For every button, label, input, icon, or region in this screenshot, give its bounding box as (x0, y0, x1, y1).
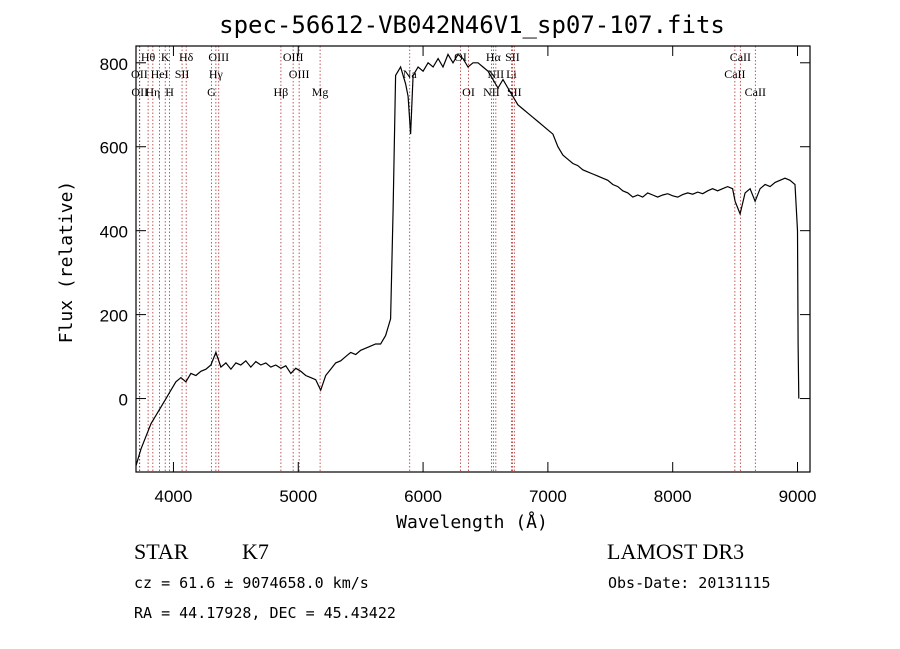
line-marker-label: OIII (283, 50, 304, 64)
x-axis-label: Wavelength (Å) (396, 511, 548, 533)
observation-date: Obs-Date: 20131115 (608, 574, 771, 592)
line-marker-label: K (161, 50, 170, 64)
x-tick-label: 8000 (654, 487, 692, 506)
y-axis-label: Flux (relative) (56, 181, 77, 344)
chart-title: spec-56612-VB042N46V1_sp07-107.fits (219, 11, 725, 39)
line-marker-label: OI (462, 85, 475, 99)
object-subclass: K7 (242, 539, 269, 564)
line-marker-label: Na (403, 67, 418, 81)
line-marker-label: Hη (145, 85, 160, 99)
line-marker-label: OIII (289, 67, 310, 81)
line-marker-label: Hθ (141, 50, 156, 64)
line-marker-label: Hβ (274, 85, 289, 99)
line-marker-label: CaII (724, 67, 745, 81)
line-marker-label: G (207, 85, 216, 99)
line-marker-label: Hα (486, 50, 502, 64)
x-tick-label: 9000 (779, 487, 817, 506)
x-tick-label: 5000 (279, 487, 317, 506)
line-marker-label: H (165, 85, 174, 99)
plot-frame (135, 45, 811, 473)
spectrum-line (135, 53, 800, 466)
x-tick-label: 7000 (529, 487, 567, 506)
y-tick-label: 200 (100, 307, 128, 326)
line-marker-label: Li (506, 67, 517, 81)
line-marker-label: HeI (151, 67, 169, 81)
y-axis-ticks: 0 200 400 600 800 (100, 55, 810, 410)
line-marker-label: CaII (745, 85, 766, 99)
line-marker-label: CaII (730, 50, 751, 64)
y-tick-label: 600 (100, 139, 128, 158)
redshift-readout: cz = 61.6 ± 9074658.0 km/s (134, 574, 369, 592)
survey-name: LAMOST DR3 (607, 539, 745, 564)
x-tick-label: 6000 (404, 487, 442, 506)
y-tick-label: 0 (119, 391, 128, 410)
line-marker-label: Hγ (209, 67, 224, 81)
line-marker-label: SII (507, 85, 522, 99)
line-marker-label: SII (505, 50, 520, 64)
x-axis-ticks: 4000 5000 6000 7000 8000 9000 (155, 46, 817, 506)
x-tick-label: 4000 (155, 487, 193, 506)
line-marker-label: SII (175, 67, 190, 81)
line-marker-label: Mg (312, 85, 329, 99)
line-marker-label: OII (131, 67, 148, 81)
sky-coordinates: RA = 44.17928, DEC = 45.43422 (134, 604, 396, 622)
y-tick-label: 400 (100, 223, 128, 242)
line-marker-label: NII (483, 85, 500, 99)
y-tick-label: 800 (100, 55, 128, 74)
line-marker-label: OIII (208, 50, 229, 64)
object-class: STAR (134, 539, 189, 564)
emission-line-markers (138, 46, 756, 472)
line-marker-label: Hδ (179, 50, 194, 64)
